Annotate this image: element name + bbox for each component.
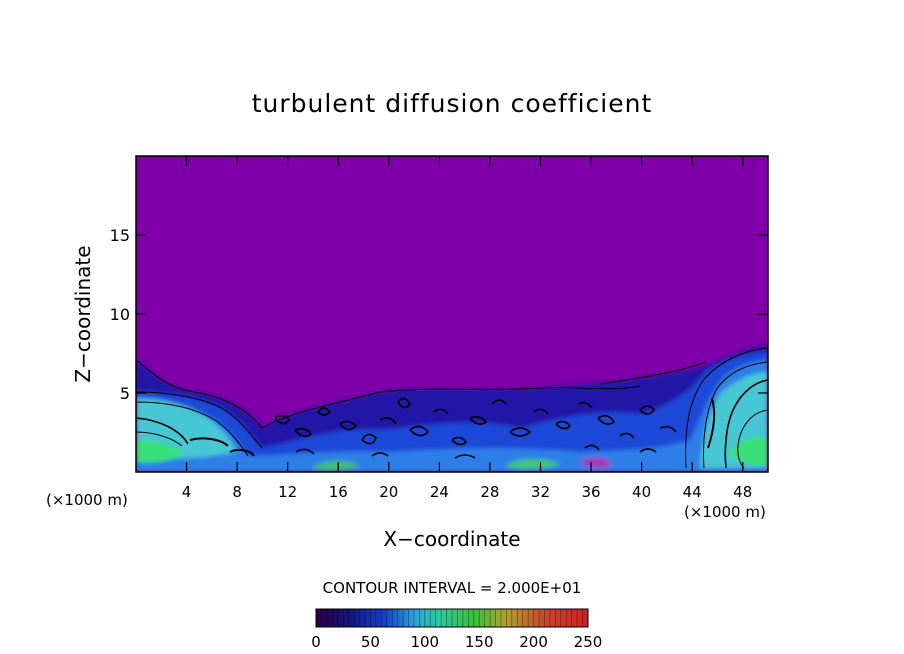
colorbar-tick-label: 200 bbox=[519, 633, 548, 651]
x-tick-label: 20 bbox=[379, 483, 398, 501]
x-tick-label: 36 bbox=[581, 483, 600, 501]
y-axis-label: Z−coordinate bbox=[71, 245, 95, 382]
colorbar: 0 50 100 150 200 250 bbox=[311, 608, 602, 651]
contour-interval-label: CONTOUR INTERVAL = 2.000E+01 bbox=[323, 579, 582, 597]
x-tick-label: 28 bbox=[480, 483, 499, 501]
x-tick-label: 44 bbox=[683, 483, 702, 501]
plot-area bbox=[136, 156, 768, 472]
green-patch-32 bbox=[505, 458, 560, 470]
chart-title: turbulent diffusion coefficient bbox=[252, 89, 653, 118]
x-tick-label: 40 bbox=[632, 483, 651, 501]
x-axis-label: X−coordinate bbox=[383, 527, 520, 551]
colorbar-frame bbox=[315, 608, 589, 628]
x-tick-label: 48 bbox=[733, 483, 752, 501]
x-unit-left: (×1000 m) bbox=[46, 491, 128, 509]
colorbar-tick-label: 0 bbox=[311, 633, 321, 651]
y-tick-label: 5 bbox=[120, 384, 130, 403]
colorbar-tick-labels: 0 50 100 150 200 250 bbox=[311, 633, 602, 651]
magenta-patch bbox=[580, 457, 612, 469]
x-tick-label: 24 bbox=[430, 483, 449, 501]
colorbar-tick-label: 100 bbox=[410, 633, 439, 651]
y-tick-label: 15 bbox=[110, 226, 130, 245]
x-tick-label: 32 bbox=[531, 483, 550, 501]
colorbar-divisions bbox=[321, 609, 583, 627]
x-tick-label: 12 bbox=[278, 483, 297, 501]
colorbar-tick-label: 150 bbox=[465, 633, 494, 651]
boundary-layer-blue bbox=[136, 352, 768, 472]
y-axis-ticks: 5 10 15 bbox=[110, 226, 768, 403]
green-patch-16 bbox=[312, 460, 360, 471]
x-tick-label: 16 bbox=[329, 483, 348, 501]
x-tick-label: 8 bbox=[232, 483, 242, 501]
x-unit-right: (×1000 m) bbox=[684, 503, 766, 521]
green-patch-left bbox=[136, 440, 184, 463]
colorbar-tick-label: 250 bbox=[574, 633, 603, 651]
contour-lines bbox=[136, 347, 768, 469]
colorbar-tick-label: 50 bbox=[361, 633, 380, 651]
x-tick-label: 4 bbox=[182, 483, 192, 501]
x-axis-ticks: 4 8 12 16 20 24 28 32 36 40 44 48 bbox=[182, 156, 752, 501]
contour-speckle bbox=[274, 397, 677, 459]
y-tick-label: 10 bbox=[110, 305, 130, 324]
